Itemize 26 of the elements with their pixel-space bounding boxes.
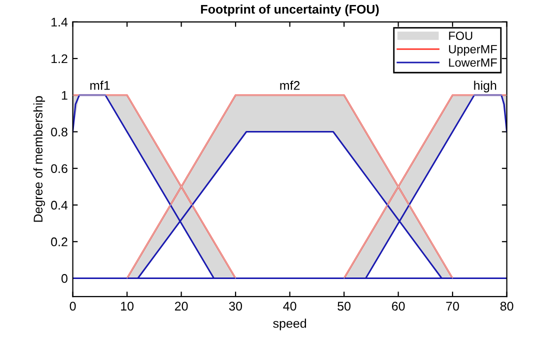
y-tick-label: 0 (61, 274, 68, 283)
x-tick-label: 70 (446, 302, 460, 311)
annotation: mf2 (280, 80, 300, 90)
annotation: mf1 (90, 80, 110, 90)
x-axis-title: speed (273, 318, 306, 330)
y-tick-label: 0.4 (51, 200, 68, 210)
y-axis-title: Degree of membership (33, 96, 46, 222)
x-tick-label: 80 (500, 302, 514, 311)
x-tick-label: 50 (338, 302, 351, 311)
x-tick-label: 20 (174, 302, 188, 311)
x-tick-label: 40 (283, 302, 296, 311)
y-tick-label: 0.6 (51, 164, 68, 174)
legend-label: LowerMF (449, 58, 497, 67)
x-tick-label: 60 (392, 302, 405, 311)
y-tick-label: 1 (62, 91, 68, 100)
y-tick-label: 1.4 (52, 18, 68, 26)
x-tick-label: 30 (229, 302, 242, 311)
chart-title: Footprint of uncertainty (FOU) (201, 4, 379, 16)
legend-label: FOU (449, 32, 472, 40)
legend-label: UpperMF (449, 45, 497, 56)
y-tick-label: 1.2 (52, 54, 68, 64)
x-tick-label: 0 (70, 302, 76, 311)
annotation: high (474, 80, 496, 92)
y-tick-label: 0.8 (51, 128, 68, 136)
x-tick-label: 10 (121, 302, 134, 311)
y-tick-label: 0.2 (51, 237, 68, 246)
